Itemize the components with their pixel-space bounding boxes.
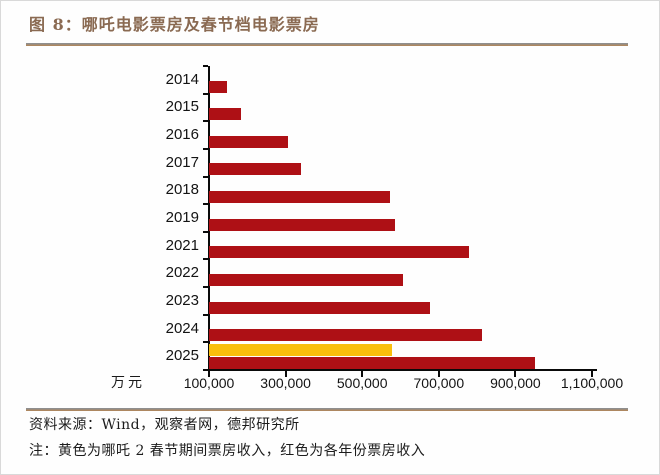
- y-axis-tick: [203, 286, 208, 289]
- y-axis-tick: [203, 120, 208, 123]
- bar-annual-boxoffice: [209, 273, 403, 286]
- x-axis-line: [204, 369, 597, 371]
- category-label: 2022: [165, 264, 199, 282]
- color-legend-note: 注：黄色为哪吒 2 春节期间票房收入，红色为各年份票房收入: [29, 443, 426, 459]
- category-label: 2015: [165, 98, 199, 116]
- category-label: 2014: [165, 70, 199, 88]
- category-label: 2025: [165, 347, 199, 365]
- category-label: 2019: [165, 209, 199, 226]
- y-axis-tick: [203, 92, 208, 95]
- figure-title: 图 8：哪吒电影票房及春节档电影票房: [29, 15, 320, 34]
- x-axis-tick: [591, 371, 593, 377]
- bar-annual-boxoffice: [209, 246, 470, 259]
- bar-nezha-spring-festival: [209, 343, 393, 356]
- x-tick-label: 1,100,000: [560, 375, 624, 391]
- y-axis-tick: [203, 313, 208, 316]
- title-divider: [26, 43, 628, 46]
- y-axis-line: [207, 66, 210, 371]
- category-label: 2021: [165, 236, 199, 254]
- bar-annual-boxoffice: [209, 356, 535, 369]
- bar-annual-boxoffice: [209, 80, 227, 93]
- category-label: 2023: [165, 291, 199, 309]
- x-axis-tick: [208, 371, 210, 377]
- y-axis-tick: [203, 258, 208, 261]
- y-axis-tick: [203, 175, 208, 178]
- x-tick-label: 100,000: [183, 375, 235, 391]
- source-note: 资料来源：Wind，观察者网，德邦研究所: [29, 417, 300, 433]
- y-axis-tick: [203, 147, 208, 150]
- y-axis-tick: [203, 203, 208, 206]
- y-axis-tick: [203, 230, 208, 233]
- bar-annual-boxoffice: [209, 135, 288, 148]
- y-axis-tick: [203, 369, 208, 371]
- bar-annual-boxoffice: [209, 191, 390, 204]
- category-label: 2018: [165, 181, 199, 199]
- bar-chart: 万元 2014 2015 2016 2017 2018 2019 2021 2022 2023 2…: [1, 1, 659, 406]
- bar-annual-boxoffice: [209, 218, 396, 231]
- footer-divider: [26, 408, 628, 411]
- bar-annual-boxoffice: [209, 108, 241, 121]
- x-tick-label: 500,000: [336, 375, 388, 391]
- axis-unit-label: 万元: [111, 375, 145, 391]
- bar-annual-boxoffice: [209, 301, 430, 314]
- y-axis-tick: [203, 65, 208, 67]
- x-tick-label: 700,000: [413, 375, 465, 391]
- x-axis-tick: [284, 371, 287, 377]
- x-axis-tick: [514, 371, 517, 377]
- category-label: 2016: [165, 126, 199, 144]
- x-axis-tick: [361, 371, 364, 377]
- bar-annual-boxoffice: [209, 329, 483, 342]
- category-label: 2017: [165, 153, 199, 171]
- y-axis-tick: [203, 341, 208, 344]
- x-axis-tick: [437, 371, 440, 377]
- x-tick-label: 900,000: [490, 375, 541, 391]
- category-label: 2024: [165, 319, 199, 337]
- x-tick-label: 300,000: [260, 375, 311, 391]
- bar-annual-boxoffice: [209, 163, 301, 176]
